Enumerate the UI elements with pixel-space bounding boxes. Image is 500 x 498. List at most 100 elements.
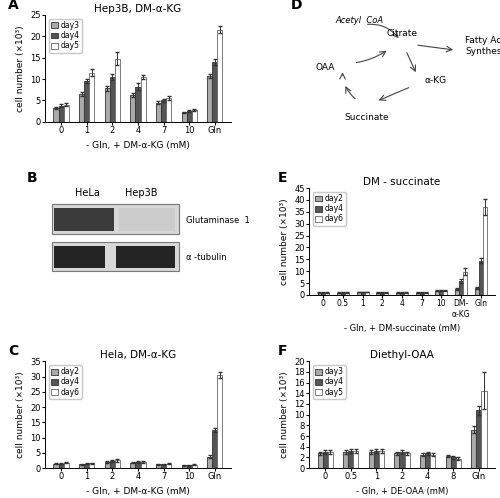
X-axis label: - Gln, + DE-OAA (mM): - Gln, + DE-OAA (mM) bbox=[356, 487, 448, 496]
Text: C: C bbox=[8, 344, 18, 358]
Bar bbox=[394, 453, 400, 468]
Bar bbox=[380, 293, 384, 295]
Bar bbox=[207, 457, 212, 468]
Bar bbox=[376, 293, 380, 295]
Bar bbox=[471, 430, 476, 468]
Bar bbox=[420, 293, 424, 295]
Bar bbox=[476, 410, 482, 468]
Bar bbox=[374, 451, 379, 468]
Bar bbox=[482, 207, 486, 295]
Y-axis label: cell number (×10³): cell number (×10³) bbox=[16, 372, 24, 458]
Bar bbox=[218, 375, 222, 468]
Text: B: B bbox=[26, 171, 37, 185]
Text: α -tubulin: α -tubulin bbox=[186, 253, 227, 262]
Title: Diethyl-OAA: Diethyl-OAA bbox=[370, 351, 434, 361]
X-axis label: - Gln, + DM-α-KG (mM): - Gln, + DM-α-KG (mM) bbox=[86, 140, 190, 149]
Bar bbox=[430, 455, 436, 468]
Title: Hep3B, DM-α-KG: Hep3B, DM-α-KG bbox=[94, 4, 182, 14]
Title: DM - succinate: DM - succinate bbox=[364, 177, 440, 187]
Bar bbox=[161, 464, 166, 468]
Bar bbox=[104, 89, 110, 122]
Bar bbox=[416, 293, 420, 295]
Bar bbox=[322, 293, 326, 295]
Bar bbox=[354, 451, 358, 468]
Bar bbox=[166, 98, 172, 122]
Bar bbox=[404, 453, 409, 468]
Bar bbox=[140, 462, 145, 468]
Bar bbox=[58, 464, 64, 468]
Title: Hela, DM-α-KG: Hela, DM-α-KG bbox=[100, 351, 176, 361]
Bar bbox=[326, 293, 330, 295]
Bar bbox=[116, 246, 175, 268]
Text: Acetyl  CoA: Acetyl CoA bbox=[335, 15, 383, 24]
Bar bbox=[341, 293, 345, 295]
Bar bbox=[186, 465, 192, 468]
X-axis label: - Gln, + DM-α-KG (mM): - Gln, + DM-α-KG (mM) bbox=[86, 487, 190, 496]
Bar bbox=[218, 30, 222, 122]
Bar bbox=[54, 208, 114, 231]
X-axis label: - Gln, + DM-succinate (mM): - Gln, + DM-succinate (mM) bbox=[344, 324, 460, 333]
Bar bbox=[463, 272, 467, 295]
Bar bbox=[343, 452, 348, 468]
Bar bbox=[357, 292, 360, 295]
Bar bbox=[360, 292, 364, 295]
Bar bbox=[420, 455, 425, 468]
Text: α-KG: α-KG bbox=[424, 76, 446, 85]
Bar bbox=[54, 108, 59, 122]
Text: Hep3B: Hep3B bbox=[126, 188, 158, 198]
Bar bbox=[120, 208, 175, 231]
Bar bbox=[136, 462, 140, 468]
Legend: day2, day4, day6: day2, day4, day6 bbox=[313, 192, 346, 226]
Bar bbox=[166, 464, 172, 468]
Bar bbox=[64, 463, 69, 468]
Bar bbox=[192, 110, 197, 122]
Legend: day3, day4, day5: day3, day4, day5 bbox=[313, 365, 346, 399]
Bar bbox=[54, 246, 104, 268]
Text: Fatty Acid: Fatty Acid bbox=[465, 36, 500, 45]
Bar bbox=[328, 452, 333, 468]
Bar bbox=[475, 288, 478, 295]
Bar bbox=[345, 293, 349, 295]
Bar bbox=[115, 461, 120, 468]
Bar bbox=[110, 462, 115, 468]
Bar bbox=[136, 87, 140, 122]
Bar bbox=[322, 452, 328, 468]
Text: F: F bbox=[278, 344, 287, 358]
Bar bbox=[318, 453, 322, 468]
Text: OAA: OAA bbox=[316, 63, 335, 72]
Bar bbox=[384, 293, 388, 295]
Text: D: D bbox=[290, 0, 302, 11]
Legend: day2, day4, day6: day2, day4, day6 bbox=[49, 365, 82, 399]
Bar bbox=[52, 242, 179, 271]
Bar bbox=[424, 293, 428, 295]
Bar bbox=[212, 430, 218, 468]
Bar bbox=[425, 453, 430, 468]
Bar bbox=[130, 95, 136, 122]
Bar bbox=[348, 451, 354, 468]
Bar bbox=[337, 293, 341, 295]
Text: Citrate: Citrate bbox=[386, 29, 418, 38]
Y-axis label: cell number (×10³): cell number (×10³) bbox=[280, 372, 288, 458]
Bar bbox=[450, 458, 456, 468]
Bar bbox=[64, 105, 69, 122]
Bar bbox=[379, 451, 384, 468]
Bar bbox=[52, 204, 179, 234]
Bar bbox=[456, 459, 461, 468]
Bar bbox=[110, 77, 115, 122]
Bar bbox=[455, 289, 459, 295]
Bar bbox=[182, 465, 186, 468]
Bar bbox=[84, 81, 89, 122]
Bar bbox=[186, 111, 192, 122]
Text: Synthesis: Synthesis bbox=[465, 46, 500, 56]
Text: Succinate: Succinate bbox=[344, 113, 389, 123]
Bar bbox=[482, 390, 486, 468]
Bar bbox=[156, 103, 161, 122]
Bar bbox=[368, 452, 374, 468]
Bar bbox=[54, 464, 59, 468]
Bar bbox=[440, 291, 444, 295]
Text: E: E bbox=[278, 171, 287, 185]
Bar bbox=[58, 106, 64, 122]
Bar bbox=[212, 62, 218, 122]
Bar bbox=[400, 452, 404, 468]
Bar bbox=[161, 101, 166, 122]
